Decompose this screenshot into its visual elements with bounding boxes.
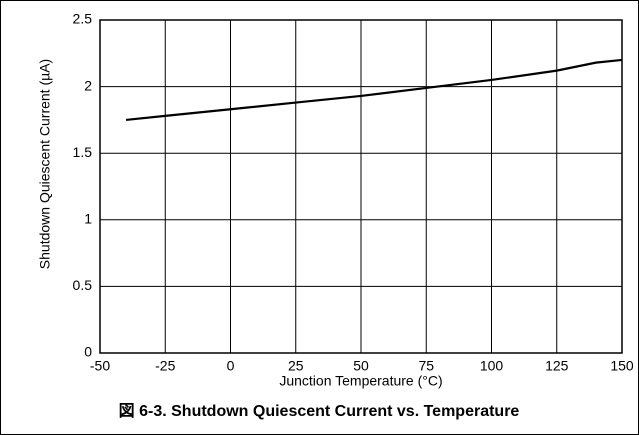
y-axis-label: Shutdown Quiescent Current (µA) — [37, 59, 53, 269]
y-tick-label: 0.5 — [73, 277, 93, 293]
x-tick-label: 0 — [227, 358, 235, 374]
x-tick-label: 150 — [610, 358, 634, 374]
y-tick-label: 2.5 — [73, 11, 93, 27]
x-tick-label: 100 — [480, 358, 504, 374]
x-tick-label: -25 — [155, 358, 175, 374]
line-series — [125, 58, 623, 121]
y-tick-label: 0 — [84, 344, 92, 360]
x-tick-label: 50 — [353, 358, 369, 374]
chart-title: 図 6-3. Shutdown Quiescent Current vs. Te… — [119, 402, 520, 420]
x-tick-label: -50 — [90, 358, 110, 374]
plot-frame — [99, 19, 623, 354]
x-tick-label: 125 — [545, 358, 569, 374]
y-tick-label: 1 — [84, 211, 92, 227]
y-tick-label: 2 — [84, 77, 92, 93]
x-tick-label: 75 — [418, 358, 434, 374]
x-tick-label: 25 — [288, 358, 304, 374]
x-axis-label: Junction Temperature (°C) — [279, 373, 442, 389]
y-tick-label: 1.5 — [73, 144, 93, 160]
